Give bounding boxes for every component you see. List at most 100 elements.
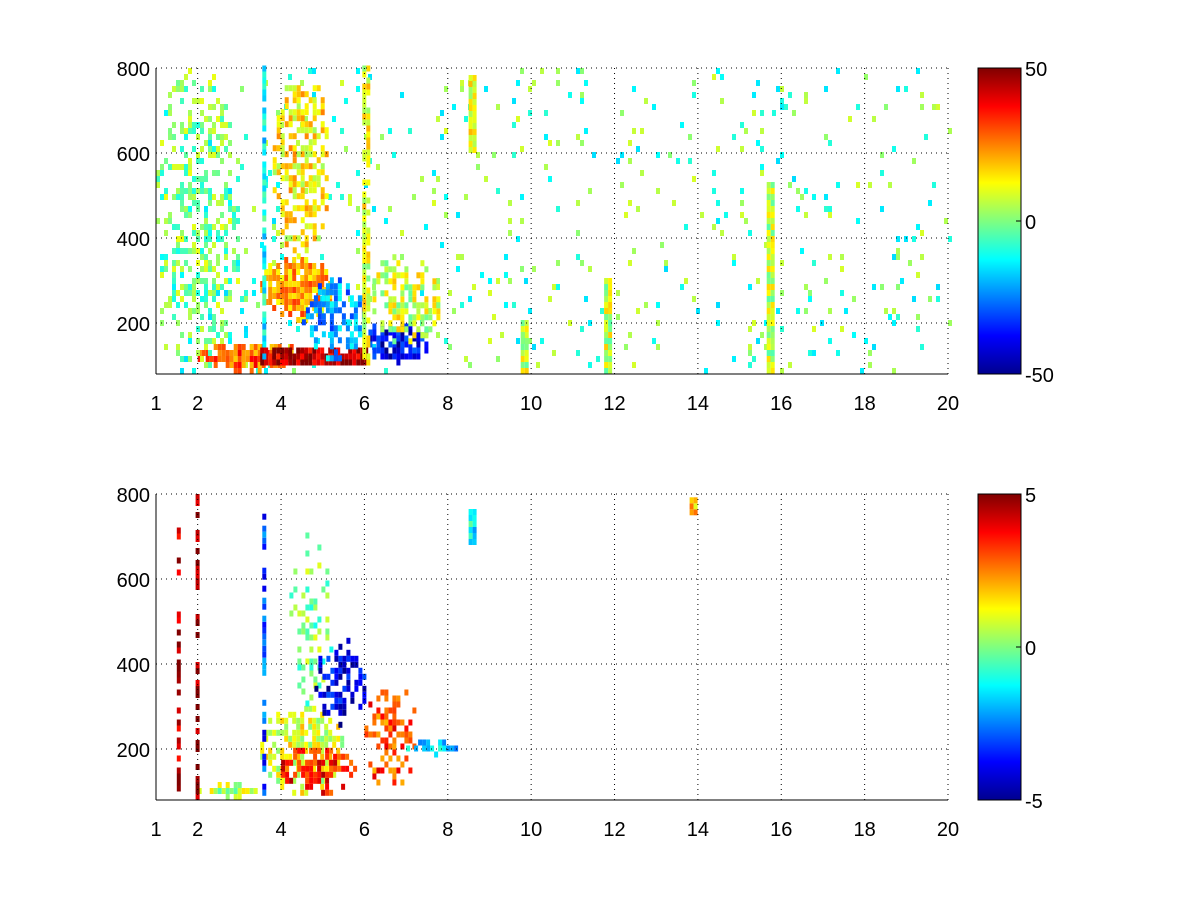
heatmap-cell <box>368 329 373 336</box>
heatmap-cell <box>464 356 468 362</box>
heatmap-cell <box>269 344 274 350</box>
heatmap-cell <box>472 147 477 153</box>
heatmap-cell <box>476 152 480 158</box>
heatmap-cell <box>253 788 258 794</box>
heatmap-cell <box>237 788 242 794</box>
heatmap-cell <box>260 242 264 248</box>
heatmap-cell <box>272 275 277 281</box>
heatmap-cell <box>305 313 310 320</box>
heatmap-cell <box>200 98 204 104</box>
heatmap-cell <box>608 362 613 368</box>
heatmap-cell <box>348 347 353 354</box>
heatmap-cell <box>352 359 357 366</box>
heatmap-cell <box>288 235 293 242</box>
heatmap-cell <box>262 353 267 360</box>
heatmap-cell <box>224 254 228 260</box>
heatmap-cell <box>524 338 529 344</box>
heatmap-cell <box>432 320 437 327</box>
heatmap-cell <box>288 287 293 293</box>
heatmap-cell <box>392 695 397 702</box>
heatmap-cell <box>284 97 289 104</box>
heatmap-cell <box>656 152 660 158</box>
heatmap-cell <box>324 193 329 200</box>
heatmap-cell <box>284 169 289 176</box>
heatmap-cell <box>172 224 176 230</box>
heatmap-cell <box>301 610 306 617</box>
heatmap-cell <box>329 759 334 766</box>
heatmap-cell <box>184 248 188 254</box>
heatmap-cell <box>188 212 192 218</box>
heatmap-cell <box>300 175 305 182</box>
heatmap-cell <box>200 188 204 194</box>
heatmap-cell <box>324 127 329 134</box>
heatmap-cell <box>301 688 306 695</box>
heatmap-cell <box>333 289 338 296</box>
heatmap-cell <box>338 661 343 668</box>
heatmap-cell <box>232 248 236 254</box>
heatmap-cell <box>392 338 397 345</box>
heatmap-cell <box>484 86 488 92</box>
heatmap-cell <box>508 230 512 236</box>
heatmap-cell <box>300 293 305 299</box>
heatmap-cell <box>396 695 401 702</box>
heatmap-cell <box>346 685 351 692</box>
heatmap-cell <box>356 170 360 176</box>
heatmap-cell <box>340 128 344 134</box>
heatmap-cell <box>472 135 477 141</box>
heatmap-cell <box>264 368 268 374</box>
heatmap-cell <box>628 158 632 164</box>
heatmap-cell <box>336 723 341 730</box>
heatmap-cell <box>316 741 321 748</box>
heatmap-cell <box>684 224 688 230</box>
heatmap-cell <box>366 83 371 90</box>
heatmap-cell <box>192 194 196 200</box>
heatmap-cell <box>180 200 184 206</box>
heatmap-cell <box>384 749 389 756</box>
heatmap-cell <box>308 287 313 293</box>
heatmap-cell <box>408 719 413 726</box>
heatmap-cell <box>321 289 326 296</box>
heatmap-cell <box>912 296 916 302</box>
heatmap-cell <box>312 269 317 275</box>
heatmap-cell <box>424 326 429 333</box>
heatmap-cell <box>300 711 305 718</box>
heatmap-cell <box>301 765 306 772</box>
heatmap-cell <box>212 296 216 302</box>
heatmap-cell <box>180 98 184 104</box>
heatmap-cell <box>280 299 285 305</box>
heatmap-cell <box>908 260 912 266</box>
heatmap-cell <box>296 317 301 323</box>
heatmap-cell <box>208 146 212 152</box>
heatmap-cell <box>225 356 230 362</box>
heatmap-cell <box>329 325 334 332</box>
heatmap-cell <box>204 212 208 218</box>
heatmap-cell <box>204 344 208 350</box>
heatmap-cell <box>292 193 297 200</box>
heatmap-cell <box>460 86 464 92</box>
heatmap-cell <box>348 200 352 206</box>
heatmap-cell <box>208 350 212 356</box>
heatmap-cell <box>748 344 752 350</box>
colorbar <box>977 493 1022 801</box>
heatmap-cell <box>288 163 293 170</box>
heatmap-cell <box>313 676 318 683</box>
heatmap-cell <box>712 74 716 80</box>
heatmap-cell <box>300 281 305 287</box>
heatmap-cell <box>584 80 588 86</box>
heatmap-cell <box>233 794 238 800</box>
heatmap-cell <box>217 788 222 794</box>
heatmap-cell <box>372 206 376 212</box>
heatmap-cell <box>325 753 330 760</box>
heatmap-cell <box>766 284 771 290</box>
heatmap-cell <box>362 71 367 78</box>
heatmap-cell <box>164 254 168 260</box>
heatmap-cell <box>204 260 208 266</box>
heatmap-cell <box>262 537 267 544</box>
heatmap-cell <box>354 655 359 662</box>
heatmap-cell <box>300 287 305 293</box>
heatmap-cell <box>309 783 314 790</box>
heatmap-cell <box>184 212 188 218</box>
heatmap-cell <box>828 254 832 260</box>
heatmap-cell <box>176 611 181 618</box>
heatmap-cell <box>440 134 444 140</box>
